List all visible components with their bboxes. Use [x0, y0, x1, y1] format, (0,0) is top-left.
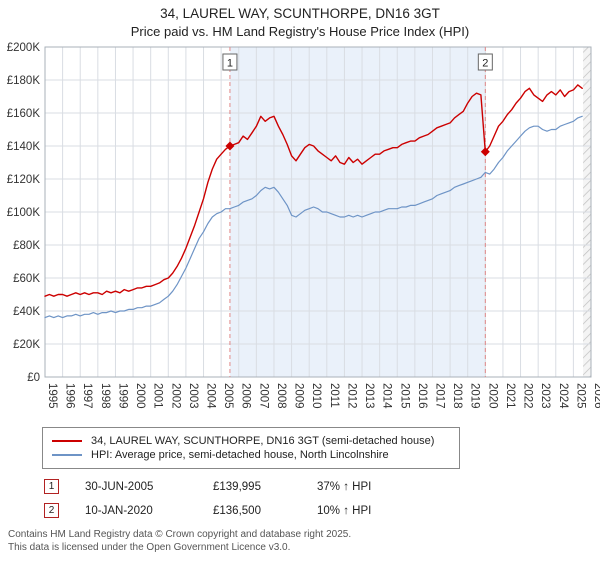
svg-text:1999: 1999: [116, 383, 128, 409]
sale-1-date: 30-JUN-2005: [85, 480, 154, 493]
svg-text:£180K: £180K: [7, 75, 41, 87]
svg-text:2012: 2012: [345, 383, 357, 409]
red-line-swatch: [52, 440, 82, 442]
svg-text:2004: 2004: [205, 383, 217, 409]
sale-1-price: £139,995: [213, 480, 261, 493]
sale-2-hpi-delta: 10% ↑ HPI: [317, 504, 372, 517]
svg-text:£160K: £160K: [7, 108, 41, 120]
sale-1-hpi-delta: 37% ↑ HPI: [317, 480, 372, 493]
svg-text:2021: 2021: [504, 383, 516, 409]
legend-label-hpi: HPI: Average price, semi-detached house,…: [91, 449, 389, 461]
svg-text:2011: 2011: [328, 383, 340, 408]
svg-text:2014: 2014: [381, 383, 393, 409]
svg-text:2022: 2022: [522, 383, 534, 409]
svg-text:1: 1: [227, 58, 233, 70]
svg-text:2001: 2001: [152, 383, 164, 409]
svg-text:2006: 2006: [240, 383, 252, 409]
svg-text:1995: 1995: [46, 383, 58, 409]
sale-1-number-badge: 1: [44, 479, 59, 494]
svg-text:2024: 2024: [557, 383, 569, 409]
svg-text:2: 2: [482, 58, 488, 70]
svg-text:2005: 2005: [222, 383, 234, 409]
svg-text:1996: 1996: [64, 383, 76, 409]
svg-text:2000: 2000: [134, 383, 146, 409]
svg-text:£20K: £20K: [13, 339, 40, 351]
footer-line-2: This data is licensed under the Open Gov…: [8, 542, 291, 553]
sale-annotations: 1 30-JUN-2005 £139,995 37% ↑ HPI 2 10-JA…: [44, 479, 600, 518]
price-history-chart: 1 2 £0 £20K £40K £60K £80K £100K £120K £140K £160K…: [7, 42, 600, 409]
svg-text:£80K: £80K: [13, 240, 40, 252]
svg-text:2020: 2020: [486, 383, 498, 409]
svg-text:£140K: £140K: [7, 141, 41, 153]
sale-2-date: 10-JAN-2020: [85, 504, 153, 517]
svg-text:2016: 2016: [416, 383, 428, 409]
sale-annotation-1: 1 30-JUN-2005 £139,995 37% ↑ HPI: [44, 479, 600, 494]
svg-text:£60K: £60K: [13, 273, 40, 285]
blue-line-swatch: [52, 454, 82, 456]
sale-2-number-badge: 2: [44, 503, 59, 518]
svg-text:2010: 2010: [310, 383, 322, 409]
svg-text:2018: 2018: [451, 383, 463, 409]
svg-text:2017: 2017: [433, 383, 445, 409]
legend-item-price-paid: 34, LAUREL WAY, SCUNTHORPE, DN16 3GT (se…: [52, 435, 450, 447]
legend-label-price-paid: 34, LAUREL WAY, SCUNTHORPE, DN16 3GT (se…: [91, 435, 435, 447]
svg-text:2026: 2026: [592, 383, 600, 409]
footer-line-1: Contains HM Land Registry data © Crown c…: [8, 529, 352, 540]
chart-title: 34, LAUREL WAY, SCUNTHORPE, DN16 3GT: [160, 6, 440, 21]
svg-text:£40K: £40K: [13, 306, 40, 318]
svg-text:2009: 2009: [293, 383, 305, 409]
svg-text:1997: 1997: [81, 383, 93, 409]
svg-text:£200K: £200K: [7, 42, 41, 54]
svg-text:2019: 2019: [469, 383, 481, 409]
svg-text:2003: 2003: [187, 383, 199, 409]
svg-text:2007: 2007: [257, 383, 269, 409]
svg-text:1998: 1998: [99, 383, 111, 409]
sale-2-price: £136,500: [213, 504, 261, 517]
svg-text:£0: £0: [27, 372, 40, 384]
copyright-footer: Contains HM Land Registry data © Crown c…: [8, 528, 600, 554]
svg-text:£120K: £120K: [7, 174, 41, 186]
svg-text:2023: 2023: [539, 383, 551, 409]
svg-text:2015: 2015: [398, 383, 410, 409]
svg-text:£100K: £100K: [7, 207, 41, 219]
legend-item-hpi: HPI: Average price, semi-detached house,…: [52, 449, 450, 461]
svg-text:2002: 2002: [169, 383, 181, 409]
svg-text:2025: 2025: [574, 383, 586, 409]
svg-text:2008: 2008: [275, 383, 287, 409]
svg-text:2013: 2013: [363, 383, 375, 409]
sale-annotation-2: 2 10-JAN-2020 £136,500 10% ↑ HPI: [44, 503, 600, 518]
chart-legend: 34, LAUREL WAY, SCUNTHORPE, DN16 3GT (se…: [42, 427, 460, 469]
chart-subtitle: Price paid vs. HM Land Registry's House …: [130, 24, 470, 39]
